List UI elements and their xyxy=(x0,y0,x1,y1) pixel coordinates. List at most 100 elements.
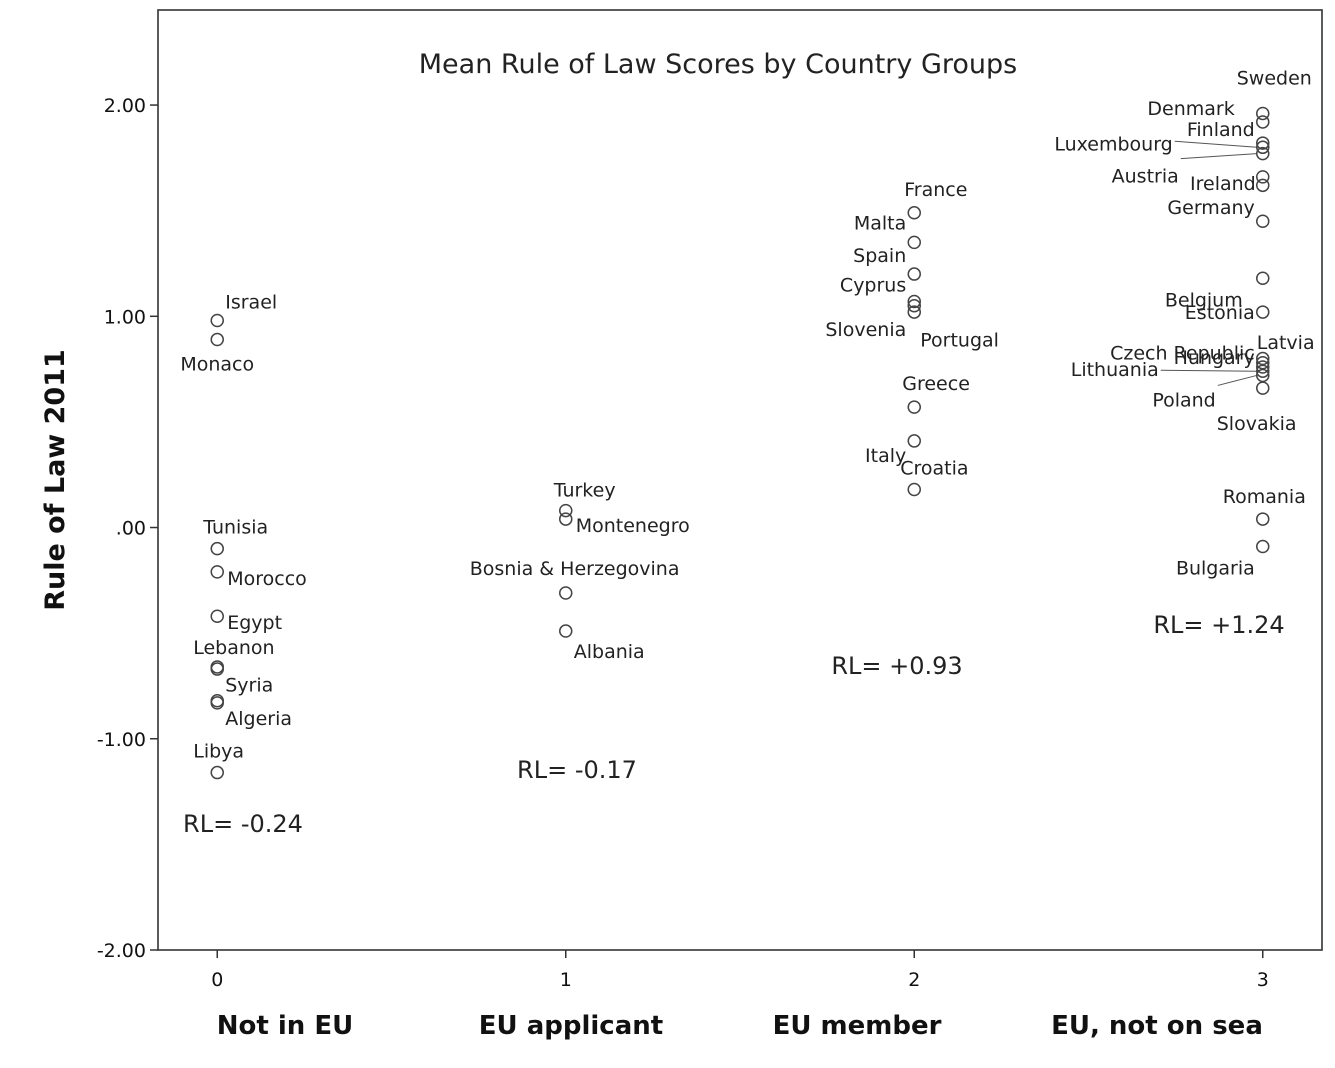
category-label-2: EU member xyxy=(773,1011,942,1041)
point-label-turkey: Turkey xyxy=(553,480,616,502)
data-point-unlabeled-6 xyxy=(210,662,224,676)
point-label-albania: Albania xyxy=(574,641,645,663)
group-mean-label-2: RL= +0.93 xyxy=(831,652,962,680)
point-label-lithuania: Lithuania xyxy=(1071,359,1159,381)
point-label-sweden: Sweden xyxy=(1237,68,1312,90)
point-label-slovenia: Slovenia xyxy=(825,319,906,341)
y-axis-label: Rule of Law 2011 xyxy=(40,349,71,611)
data-point-austria xyxy=(1256,146,1270,161)
axis-ticks: 2.00 1.00 .00 -1.00 -2.00 0 1 2 3 Not in EU EU app… xyxy=(97,95,1269,1041)
data-point-finland xyxy=(1256,136,1270,150)
data-point-bulgaria xyxy=(1256,539,1270,554)
point-label-algeria: Algeria xyxy=(225,708,292,730)
data-point-egypt xyxy=(210,609,224,623)
data-point-israel xyxy=(210,313,224,328)
point-label-syria: Syria xyxy=(225,675,273,697)
data-point-slovenia xyxy=(907,305,922,319)
leader-line-poland xyxy=(1217,374,1257,386)
point-label-finland: Finland xyxy=(1187,119,1255,141)
leader-lines xyxy=(1160,140,1257,386)
data-point-malta xyxy=(907,235,922,250)
point-label-croatia: Croatia xyxy=(900,458,968,480)
point-label-tunisia: Tunisia xyxy=(202,517,268,539)
y-tick-label-1: 1.00 xyxy=(104,306,146,328)
data-point-denmark xyxy=(1256,115,1270,129)
point-label-bosnia-herzegovina: Bosnia & Herzegovina xyxy=(470,558,680,580)
x-tick-label-2: 2 xyxy=(908,969,920,991)
plot-area xyxy=(157,9,1323,951)
point-label-hungary: Hungary xyxy=(1174,347,1255,369)
point-label-lebanon: Lebanon xyxy=(193,637,274,659)
data-point-italy xyxy=(907,434,922,448)
data-point-ireland xyxy=(1256,170,1270,184)
group-mean-label-1: RL= -0.17 xyxy=(517,756,637,784)
data-point-belgium xyxy=(1256,271,1270,286)
y-tick-label-3: -1.00 xyxy=(97,729,146,751)
data-point-morocco xyxy=(210,565,224,579)
point-label-monaco: Monaco xyxy=(180,354,254,376)
point-label-ireland: Ireland xyxy=(1190,173,1256,195)
x-tick-label-3: 3 xyxy=(1257,969,1269,991)
point-label-france: France xyxy=(904,179,967,201)
data-point-cyprus xyxy=(907,294,922,309)
data-point-unlabeled-29 xyxy=(1256,178,1270,193)
data-point-tunisia xyxy=(210,541,224,556)
point-label-estonia: Estonia xyxy=(1185,302,1255,324)
data-point-hungary xyxy=(1256,360,1270,374)
data-point-spain xyxy=(907,267,922,281)
data-point-croatia xyxy=(907,482,922,497)
point-label-austria: Austria xyxy=(1112,166,1179,188)
leader-line-lithuania xyxy=(1160,369,1257,372)
data-point-montenegro xyxy=(558,512,573,526)
point-label-poland: Poland xyxy=(1152,389,1215,411)
data-point-albania xyxy=(558,624,573,638)
category-label-0: Not in EU xyxy=(217,1011,353,1041)
data-point-libya xyxy=(210,765,224,780)
data-point-slovakia xyxy=(1256,381,1270,395)
group-mean-label-0: RL= -0.24 xyxy=(183,810,303,838)
data-point-sweden xyxy=(1256,106,1270,121)
data-points xyxy=(210,106,1270,780)
point-label-denmark: Denmark xyxy=(1147,98,1234,120)
x-tick-label-1: 1 xyxy=(560,969,572,991)
point-label-morocco: Morocco xyxy=(227,568,307,590)
leader-line-luxembourg xyxy=(1174,140,1257,148)
point-label-israel: Israel xyxy=(225,292,277,314)
data-point-estonia xyxy=(1256,305,1270,319)
data-point-lithuania xyxy=(1256,364,1270,378)
point-label-portugal: Portugal xyxy=(920,330,999,352)
point-label-spain: Spain xyxy=(853,245,906,267)
category-label-3: EU, not on sea xyxy=(1051,1011,1263,1041)
chart-title: Mean Rule of Law Scores by Country Group… xyxy=(419,49,1017,80)
point-label-greece: Greece xyxy=(902,373,970,395)
point-label-bulgaria: Bulgaria xyxy=(1176,558,1255,580)
point-label-malta: Malta xyxy=(854,212,906,234)
data-point-germany xyxy=(1256,214,1270,228)
point-labels: Israel Monaco Tunisia Morocco Egypt Lebanon Sy… xyxy=(180,68,1314,763)
point-label-montenegro: Montenegro xyxy=(576,515,690,537)
category-label-1: EU applicant xyxy=(479,1011,663,1041)
leader-line-austria xyxy=(1180,153,1257,160)
group-mean-labels: RL= -0.24 RL= -0.17 RL= +0.93 RL= +1.24 xyxy=(183,611,1285,838)
point-label-latvia: Latvia xyxy=(1257,332,1315,354)
data-point-france xyxy=(907,206,922,220)
point-label-germany: Germany xyxy=(1167,197,1254,219)
data-point-bosnia-herzegovina xyxy=(558,586,573,600)
y-tick-label-0: 2.00 xyxy=(104,95,146,117)
data-point-turkey xyxy=(558,503,573,518)
data-point-romania xyxy=(1256,512,1270,526)
data-point-greece xyxy=(907,400,922,414)
data-point-monaco xyxy=(210,332,224,347)
group-mean-label-3: RL= +1.24 xyxy=(1153,611,1284,639)
y-tick-label-4: -2.00 xyxy=(97,940,146,962)
point-label-libya: Libya xyxy=(193,741,244,763)
y-tick-label-2: .00 xyxy=(116,518,146,540)
point-label-czech-republic: Czech Republic xyxy=(1110,343,1255,365)
data-point-luxembourg xyxy=(1256,140,1270,155)
point-label-egypt: Egypt xyxy=(227,612,282,634)
point-label-italy: Italy xyxy=(865,445,906,467)
point-label-slovakia: Slovakia xyxy=(1217,413,1297,435)
x-tick-label-0: 0 xyxy=(211,969,223,991)
point-label-belgium: Belgium xyxy=(1165,289,1243,311)
